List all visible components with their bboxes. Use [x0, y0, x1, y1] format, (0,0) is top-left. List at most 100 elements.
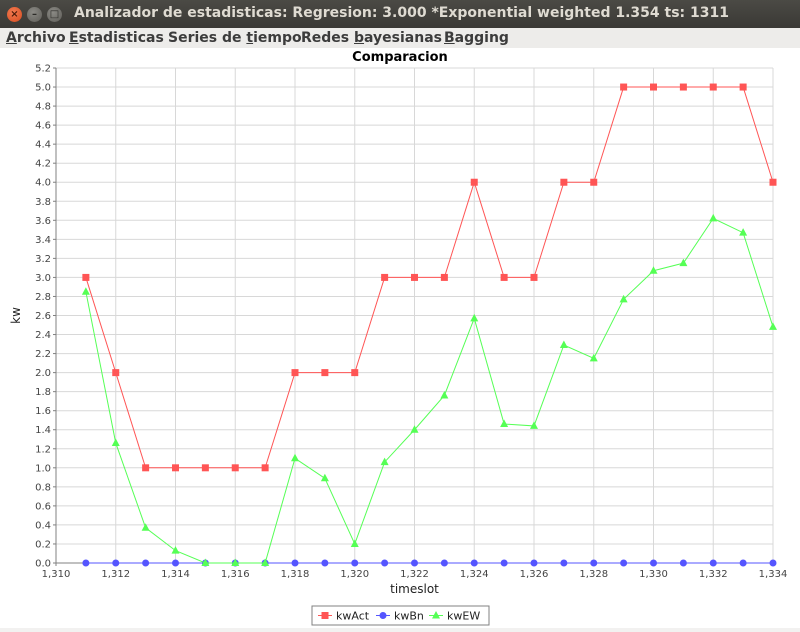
kwBn-point — [82, 559, 90, 567]
kwEW-point — [141, 523, 150, 531]
menu-bar: Archivo Estadisticas Series de tiempo Re… — [0, 28, 800, 48]
kwEW-point — [530, 421, 538, 429]
legend-marker-kwBn — [379, 612, 387, 619]
kwEW-point — [500, 419, 509, 428]
chart-panel: Comparacion 0.0 0.2 0.4 0.6 0.8 1.0 1.2 1.4 1.6 1.… — [0, 48, 800, 628]
menu-series-de-tiempo[interactable]: Series de tiempo — [168, 30, 302, 46]
y-tick-label: 1.4 — [35, 425, 51, 436]
kwBn-point — [411, 559, 418, 567]
kwEW-point — [649, 266, 658, 274]
x-tick-label: 1,326 — [520, 569, 549, 580]
kwEW-point — [470, 313, 479, 322]
y-tick-label: 2.4 — [35, 330, 51, 341]
y-tick-label: 1.8 — [35, 387, 51, 398]
legend-label-kwBn: kwBn — [394, 610, 424, 623]
kwEW-point — [380, 457, 389, 466]
kwBn-point — [112, 559, 120, 567]
kwEW-point — [261, 558, 270, 566]
x-axis-label: timeslot — [390, 582, 439, 596]
kwAct-point — [351, 369, 359, 377]
kwAct-point — [112, 369, 120, 377]
legend-marker-kwEW — [432, 611, 440, 619]
y-tick-label: 1.6 — [35, 406, 51, 417]
minimize-window-button[interactable]: – — [27, 7, 42, 22]
kwAct-point — [411, 273, 418, 281]
kwAct-point — [709, 83, 717, 91]
kwAct-point — [530, 273, 538, 281]
legend-marker-kwAct — [321, 612, 329, 619]
y-tick-label: 2.6 — [35, 311, 51, 322]
kwEW-point — [81, 287, 90, 295]
y-tick-label: 0.4 — [35, 520, 51, 531]
legend-box — [311, 605, 490, 626]
kwBn-point — [321, 559, 329, 567]
kwBn-point — [291, 559, 299, 567]
kwBn-point — [440, 559, 448, 567]
menu-estadisticas[interactable]: Estadisticas — [69, 30, 164, 46]
y-tick-label: 3.2 — [35, 254, 51, 265]
menu-archivo[interactable]: Archivo — [6, 30, 66, 46]
kwEW-point — [350, 539, 359, 547]
kwAct-point — [321, 369, 329, 377]
x-tick-label: 1,322 — [400, 569, 429, 580]
y-tick-label: 4.4 — [35, 140, 51, 151]
kwAct-point — [142, 464, 150, 472]
y-tick-label: 3.6 — [35, 216, 51, 227]
kwAct-point — [470, 178, 478, 186]
comparison-chart: Comparacion 0.0 0.2 0.4 0.6 0.8 1.0 1.2 1.4 1.6 1.… — [9, 50, 788, 626]
kwAct-line — [85, 86, 774, 469]
window-titlebar: × – □ Analizador de estadisticas: Regres… — [0, 0, 800, 28]
y-tick-label: 3.0 — [35, 273, 51, 284]
menu-bagging[interactable]: Bagging — [444, 30, 509, 46]
kwBn-point — [650, 559, 657, 567]
y-tick-label: 1.2 — [35, 444, 51, 455]
kwEW-point — [679, 258, 688, 267]
kwEW-point — [619, 294, 628, 303]
kwAct-point — [769, 178, 777, 186]
kwBn-point — [470, 559, 478, 567]
kwBn-point — [351, 559, 359, 567]
x-tick-label: 1,330 — [639, 569, 668, 580]
kwAct-point — [620, 83, 628, 91]
kwAct-point — [679, 83, 687, 91]
y-tick-label: 5.0 — [35, 83, 51, 94]
chart-title: Comparacion — [352, 50, 448, 65]
x-tick-label: 1,320 — [340, 569, 369, 580]
x-tick-label: 1,324 — [460, 569, 489, 580]
kwEW-point — [410, 425, 419, 433]
kwAct-point — [381, 273, 389, 281]
x-tick-label: 1,314 — [161, 569, 190, 580]
x-tick-label: 1,310 — [42, 569, 71, 580]
kwBn-point — [739, 559, 747, 567]
y-tick-label: 4.0 — [35, 178, 51, 189]
x-tick-label: 1,332 — [699, 569, 728, 580]
kwBn-point — [142, 559, 150, 567]
kwEW-point — [291, 453, 299, 462]
kwEW-point — [589, 353, 598, 362]
maximize-window-button[interactable]: □ — [47, 7, 62, 22]
y-tick-label: 0.0 — [35, 559, 51, 570]
legend: kwAct kwBn kwEW — [311, 605, 490, 626]
kwAct-point — [201, 464, 209, 472]
y-tick-label: 4.8 — [35, 102, 51, 113]
kwBn-point — [590, 559, 598, 567]
menu-redes-bayesianas[interactable]: Redes bayesianas — [301, 30, 442, 46]
y-tick-label: 3.4 — [35, 235, 51, 246]
kwBn-point — [500, 559, 508, 567]
kwBn-point — [679, 559, 687, 567]
kwEW-point — [709, 213, 718, 222]
kwAct-point — [261, 464, 269, 472]
kwEW-point — [171, 546, 180, 554]
kwAct-point — [82, 273, 90, 281]
x-tick-label: 1,334 — [759, 569, 788, 580]
close-window-button[interactable]: × — [7, 7, 22, 22]
y-tick-label: 4.6 — [35, 121, 51, 132]
kwEW-line — [85, 217, 774, 564]
kwEW-point — [320, 473, 329, 482]
x-tick-label: 1,328 — [579, 569, 608, 580]
x-tick-label: 1,318 — [281, 569, 310, 580]
kwAct-point — [650, 83, 657, 91]
legend-label-kwAct: kwAct — [336, 610, 370, 623]
kwEW-point — [231, 558, 240, 566]
x-tick-label: 1,316 — [221, 569, 250, 580]
